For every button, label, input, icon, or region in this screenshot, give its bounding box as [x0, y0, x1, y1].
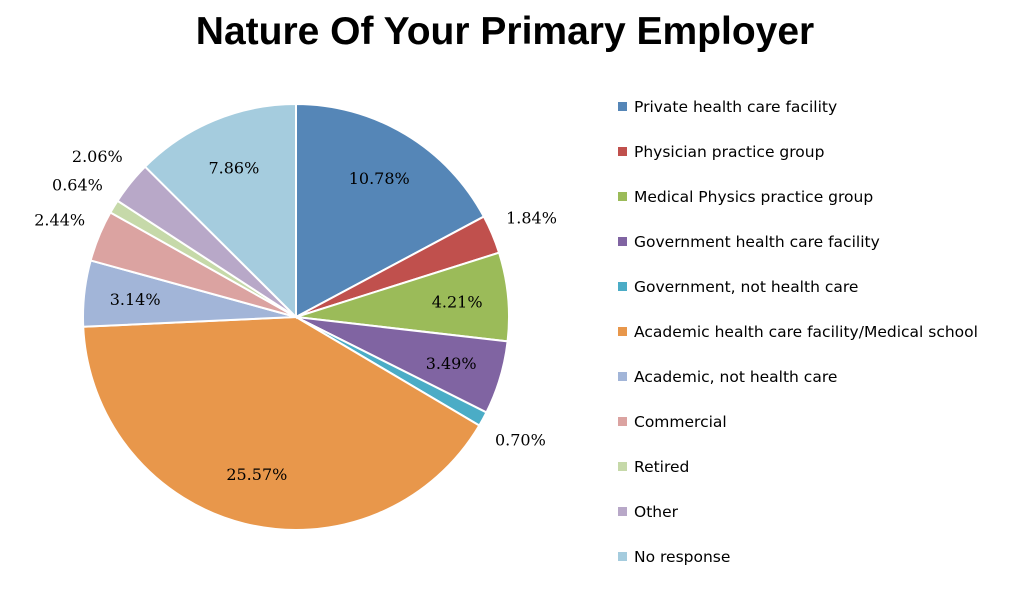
pie-slice — [143, 102, 297, 320]
data-label: 3.14% — [110, 290, 161, 309]
pie-slice — [295, 102, 486, 319]
legend-item: Academic, not health care — [618, 357, 978, 402]
data-label: 1.84% — [506, 209, 557, 228]
legend-swatch — [618, 102, 627, 111]
legend-label: Government health care facility — [634, 232, 880, 251]
legend-item: Commercial — [618, 402, 978, 447]
data-label: 4.21% — [432, 292, 483, 311]
legend-swatch — [618, 462, 627, 471]
legend-item: Government, not health care — [618, 267, 978, 312]
legend-label: Physician practice group — [634, 142, 825, 161]
data-label: 3.49% — [426, 354, 477, 373]
data-label: 0.64% — [52, 175, 103, 194]
legend-item: Other — [618, 492, 978, 537]
legend-label: Academic, not health care — [634, 367, 838, 386]
legend-label: Private health care facility — [634, 97, 838, 116]
legend-swatch — [618, 237, 627, 246]
legend-label: Government, not health care — [634, 277, 859, 296]
legend-swatch — [618, 327, 627, 336]
legend-label: Academic health care facility/Medical sc… — [634, 322, 978, 341]
legend-swatch — [618, 147, 627, 156]
legend-swatch — [618, 282, 627, 291]
legend-swatch — [618, 507, 627, 516]
chart-title: Nature Of Your Primary Employer — [195, 10, 815, 53]
legend-label: Other — [634, 502, 679, 521]
data-label: 7.86% — [208, 159, 259, 178]
legend-label: No response — [634, 547, 731, 566]
data-label: 10.78% — [349, 169, 410, 188]
legend-item: Retired — [618, 447, 978, 492]
legend-item: Government health care facility — [618, 222, 978, 267]
legend-label: Retired — [634, 457, 690, 476]
data-label: 0.70% — [495, 430, 546, 449]
legend-swatch — [618, 372, 627, 381]
legend-label: Medical Physics practice group — [634, 187, 874, 206]
legend-label: Commercial — [634, 412, 727, 431]
legend-swatch — [618, 417, 627, 426]
data-label: 25.57% — [226, 465, 287, 484]
legend-item: Private health care facility — [618, 87, 978, 132]
legend-item: Physician practice group — [618, 132, 978, 177]
legend-swatch — [618, 192, 627, 201]
legend-item: Medical Physics practice group — [618, 177, 978, 222]
legend-item: No response — [618, 537, 978, 582]
legend-swatch — [618, 552, 627, 561]
pie-slice — [82, 315, 481, 531]
legend: Private health care facility Physician pr… — [618, 87, 978, 582]
data-label: 2.44% — [34, 211, 85, 230]
data-label: 2.06% — [72, 147, 123, 166]
legend-item: Academic health care facility/Medical sc… — [618, 312, 978, 357]
